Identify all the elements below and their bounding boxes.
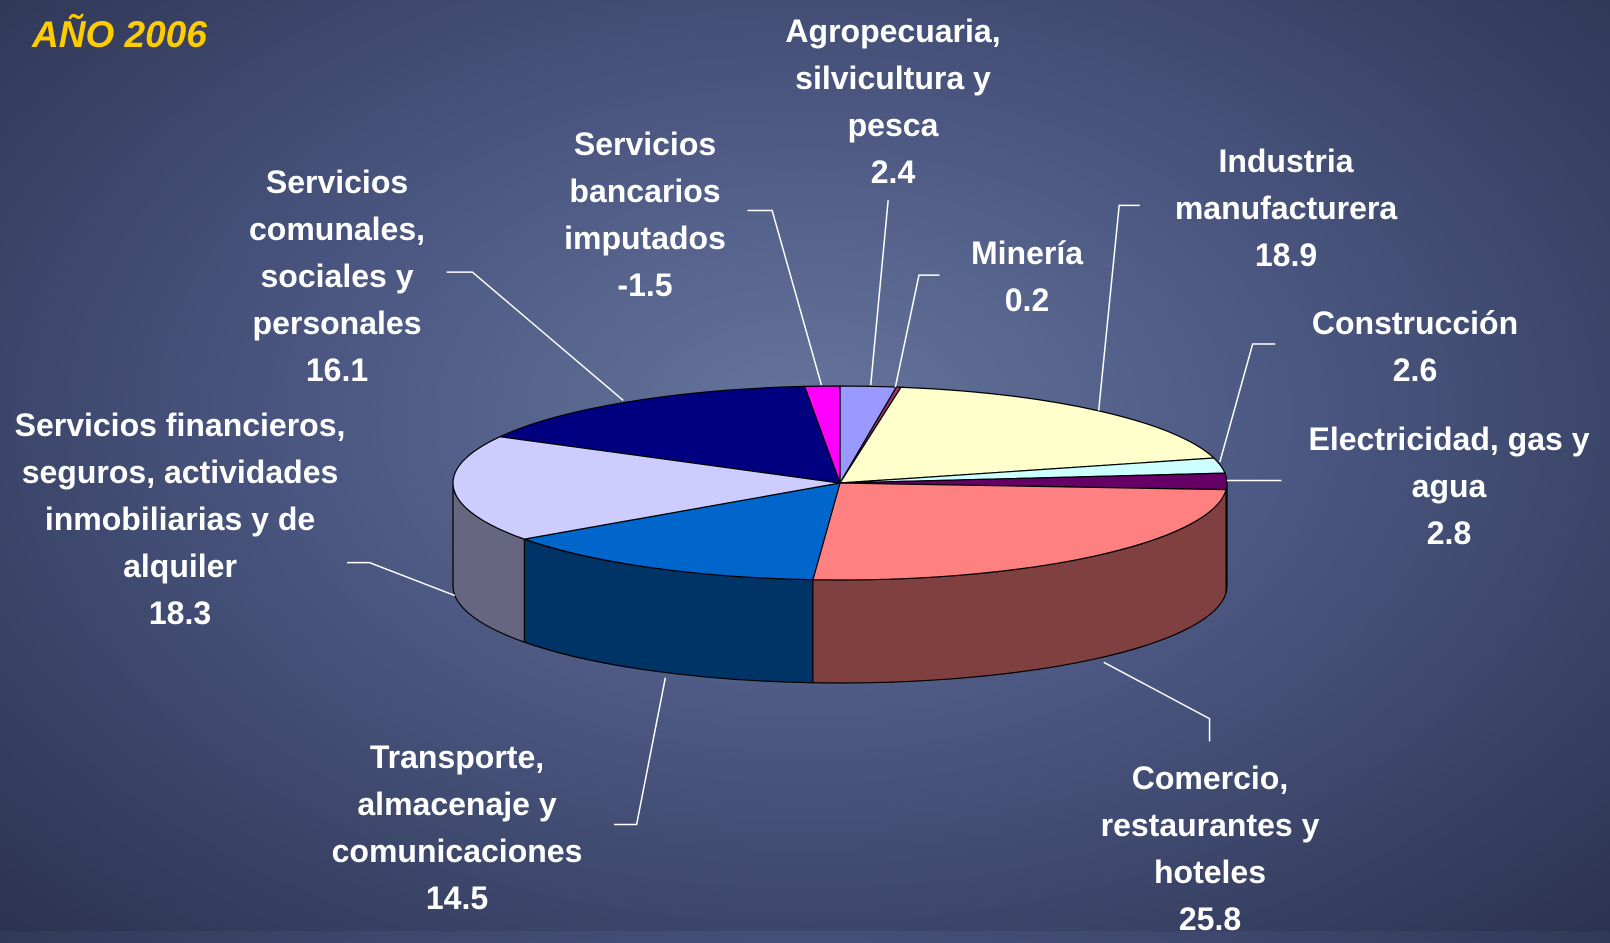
slice-label: Comercio, restaurantes y hoteles 25.8 xyxy=(1065,755,1355,943)
category-label: Industria manufacturera xyxy=(1174,143,1398,226)
slice-label: Transporte, almacenaje y comunicaciones 1… xyxy=(297,734,617,922)
pie-slice xyxy=(803,385,841,484)
slice-label: Agropecuaria, silvicultura y pesca 2.4 xyxy=(753,8,1033,196)
slice-label: Construcción 2.6 xyxy=(1280,300,1550,394)
leader-line xyxy=(869,200,889,386)
value-label: 0.2 xyxy=(1004,282,1050,318)
category-label: Minería xyxy=(970,235,1084,271)
chart-title: AÑO 2006 xyxy=(32,14,207,55)
leader-line xyxy=(894,274,940,388)
value-label: -1.5 xyxy=(617,267,673,303)
leader-line xyxy=(1097,204,1140,411)
pie-slice xyxy=(838,386,1216,484)
category-label: Electricidad, gas y agua xyxy=(1308,421,1590,504)
slice-label: Servicios bancarios imputados -1.5 xyxy=(540,121,750,309)
category-label: Servicios comunales, sociales y personal… xyxy=(248,164,426,341)
leader-line xyxy=(1103,661,1211,742)
pie-slice xyxy=(522,482,841,581)
value-label: 2.8 xyxy=(1426,515,1472,551)
category-label: Comercio, restaurantes y hoteles xyxy=(1100,760,1320,890)
category-label: Agropecuaria, silvicultura y pesca xyxy=(785,13,1001,143)
value-label: 18.3 xyxy=(148,595,212,631)
slice-label: Industria manufacturera 18.9 xyxy=(1141,138,1431,279)
value-label: 2.4 xyxy=(870,154,916,190)
slice-label: Servicios comunales, sociales y personal… xyxy=(212,159,462,394)
value-label: 18.9 xyxy=(1254,237,1318,273)
leader-line xyxy=(614,677,667,826)
pie-slice xyxy=(812,482,1227,581)
leader-line xyxy=(1219,343,1276,463)
value-label: 16.1 xyxy=(305,352,369,388)
leader-line xyxy=(347,561,456,597)
leader-line xyxy=(747,209,823,386)
value-label: 25.8 xyxy=(1178,901,1242,937)
value-label: 2.6 xyxy=(1392,352,1438,388)
slice-label: Minería 0.2 xyxy=(947,230,1107,324)
category-label: Servicios bancarios imputados xyxy=(564,126,726,256)
slice-label: Servicios financieros, seguros, activida… xyxy=(10,402,350,637)
leader-line xyxy=(446,271,624,402)
value-label: 14.5 xyxy=(425,880,489,916)
pie-slice xyxy=(452,436,841,540)
category-label: Servicios financieros, seguros, activida… xyxy=(14,407,346,584)
pie-slice xyxy=(497,385,841,484)
category-label: Construcción xyxy=(1311,305,1519,341)
slice-label: Electricidad, gas y agua 2.8 xyxy=(1291,416,1607,557)
category-label: Transporte, almacenaje y comunicaciones xyxy=(331,739,583,869)
